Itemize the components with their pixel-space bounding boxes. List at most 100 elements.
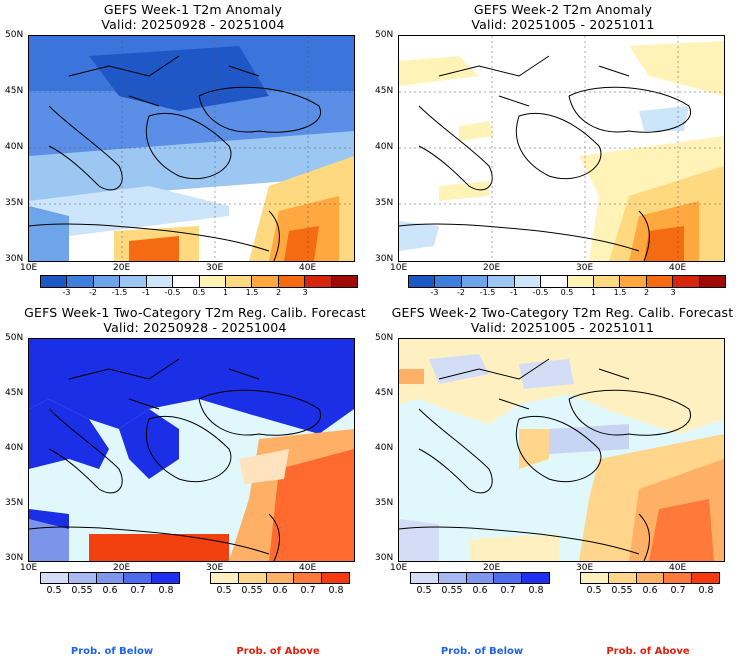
anomaly-swatch-10: [672, 276, 699, 287]
prob-tick-label: 0.55: [241, 585, 263, 596]
anomaly-tick-label: 1.5: [613, 288, 627, 297]
anomaly-swatch-11: [698, 276, 726, 287]
panel2-valid: Valid: 20251005 - 20251011: [471, 17, 655, 32]
anomaly-swatch-11: [330, 276, 358, 287]
panel4-lat-40: 40N: [375, 443, 394, 453]
above-swatch-2: [265, 573, 294, 583]
prob-tick-label: 0.7: [500, 585, 516, 596]
anomaly-tick-label: 3: [302, 288, 308, 297]
panel4-lat-50: 50N: [375, 333, 394, 343]
anomaly-swatch-5: [172, 276, 199, 287]
panel1-lon-40: 40E: [299, 263, 317, 273]
panel3-lon-10: 10E: [20, 563, 38, 573]
above-swatch-4: [321, 573, 349, 583]
anomaly-tick-label: -1.5: [111, 288, 128, 297]
below-swatch-0: [41, 573, 68, 583]
legend-prob-below-right: Prob. of Below: [440, 646, 524, 657]
panel3-lat-30: 30N: [5, 553, 24, 563]
panel3-above-colorbar: [210, 572, 350, 584]
prob-tick-label: 0.8: [158, 585, 174, 596]
panel1-map: [28, 35, 355, 262]
anomaly-swatch-8: [619, 276, 646, 287]
above-swatch-3: [663, 573, 692, 583]
above-swatch-2: [635, 573, 664, 583]
panel3-lat-45: 45N: [5, 388, 24, 398]
below-swatch-0: [411, 573, 438, 583]
panel3-lat-35: 35N: [5, 498, 24, 508]
panel4-lon-40: 40E: [669, 563, 687, 573]
panel1-lon-20: 20E: [113, 263, 131, 273]
above-swatch-4: [691, 573, 719, 583]
panel3-lon-20: 20E: [113, 563, 131, 573]
prob-tick-label: 0.7: [130, 585, 146, 596]
anomaly-tick-label: 1: [590, 288, 597, 297]
above-swatch-3: [293, 573, 322, 583]
above-swatch-1: [607, 573, 636, 583]
panel2-colorbar: [408, 275, 726, 288]
prob-tick-label: 0.55: [71, 585, 93, 596]
anomaly-swatch-7: [592, 276, 620, 287]
panel3-title: GEFS Week-1 Two-Category T2m Reg. Calib.…: [24, 305, 366, 320]
anomaly-tick-label: -1.5: [479, 288, 496, 297]
panel2-lon-10: 10E: [390, 263, 408, 273]
anomaly-tick-label: 3: [670, 288, 676, 297]
panel4-lat-35: 35N: [375, 498, 394, 508]
panel2-lon-30: 30E: [576, 263, 594, 273]
above-swatch-0: [211, 573, 238, 583]
prob-tick-label: 0.8: [528, 585, 544, 596]
prob-tick-label: 0.7: [670, 585, 686, 596]
panel2-map: [398, 35, 725, 262]
anomaly-tick-label: -1: [142, 288, 150, 297]
panel3-below-colorbar: [40, 572, 180, 584]
anomaly-swatch-4: [513, 276, 541, 287]
panel1-valid: Valid: 20250928 - 20251004: [101, 17, 285, 32]
panel1-lat-30: 30N: [5, 254, 24, 264]
anomaly-swatch-3: [487, 276, 514, 287]
anomaly-tick-label: 2: [275, 288, 282, 297]
panel3-lon-30: 30E: [206, 563, 224, 573]
anomaly-tick-label: 0.5: [192, 288, 206, 297]
panel2-title: GEFS Week-2 T2m Anomaly: [473, 2, 653, 17]
panel4-lon-10: 10E: [390, 563, 408, 573]
below-swatch-3: [123, 573, 152, 583]
prob-tick-label: 0.5: [216, 585, 232, 596]
panel3-valid: Valid: 20250928 - 20251004: [103, 320, 287, 335]
panel1-title: GEFS Week-1 T2m Anomaly: [103, 2, 283, 17]
anomaly-swatch-8: [251, 276, 278, 287]
panel1-lat-50: 50N: [5, 30, 24, 40]
panel1-lon-10: 10E: [20, 263, 38, 273]
below-swatch-3: [493, 573, 522, 583]
panel3-lat-40: 40N: [5, 443, 24, 453]
panel4-lat-45: 45N: [375, 388, 394, 398]
anomaly-tick-label: 2: [643, 288, 650, 297]
prob-tick-label: 0.55: [611, 585, 633, 596]
panel2-lat-30: 30N: [375, 254, 394, 264]
anomaly-tick-label: -0.5: [164, 288, 181, 297]
panel2-lon-40: 40E: [669, 263, 687, 273]
legend-prob-above-left: Prob. of Above: [236, 646, 320, 657]
panel4-above-colorbar: [580, 572, 720, 584]
prob-tick-label: 0.6: [472, 585, 488, 596]
below-swatch-2: [465, 573, 494, 583]
anomaly-tick-label: 1.5: [245, 288, 259, 297]
anomaly-tick-label: -2: [457, 288, 465, 297]
panel3-lat-50: 50N: [5, 333, 24, 343]
panel4-lon-30: 30E: [576, 563, 594, 573]
panel2-lon-20: 20E: [483, 263, 501, 273]
panel4-lon-20: 20E: [483, 563, 501, 573]
below-swatch-2: [95, 573, 124, 583]
prob-tick-label: 0.6: [102, 585, 118, 596]
anomaly-swatch-6: [566, 276, 593, 287]
anomaly-tick-label: 1: [222, 288, 229, 297]
panel2-lat-35: 35N: [375, 198, 394, 208]
prob-tick-label: 0.8: [328, 585, 344, 596]
panel1-lat-40: 40N: [5, 142, 24, 152]
anomaly-swatch-7: [224, 276, 252, 287]
panel4-valid: Valid: 20251005 - 20251011: [470, 320, 655, 335]
anomaly-swatch-5: [540, 276, 567, 287]
panel1-lon-30: 30E: [206, 263, 224, 273]
prob-tick-label: 0.5: [416, 585, 432, 596]
panel2-lat-40: 40N: [375, 142, 394, 152]
anomaly-tick-label: -1: [510, 288, 518, 297]
panel4-title: GEFS Week-2 Two-Category T2m Reg. Calib.…: [391, 305, 734, 320]
